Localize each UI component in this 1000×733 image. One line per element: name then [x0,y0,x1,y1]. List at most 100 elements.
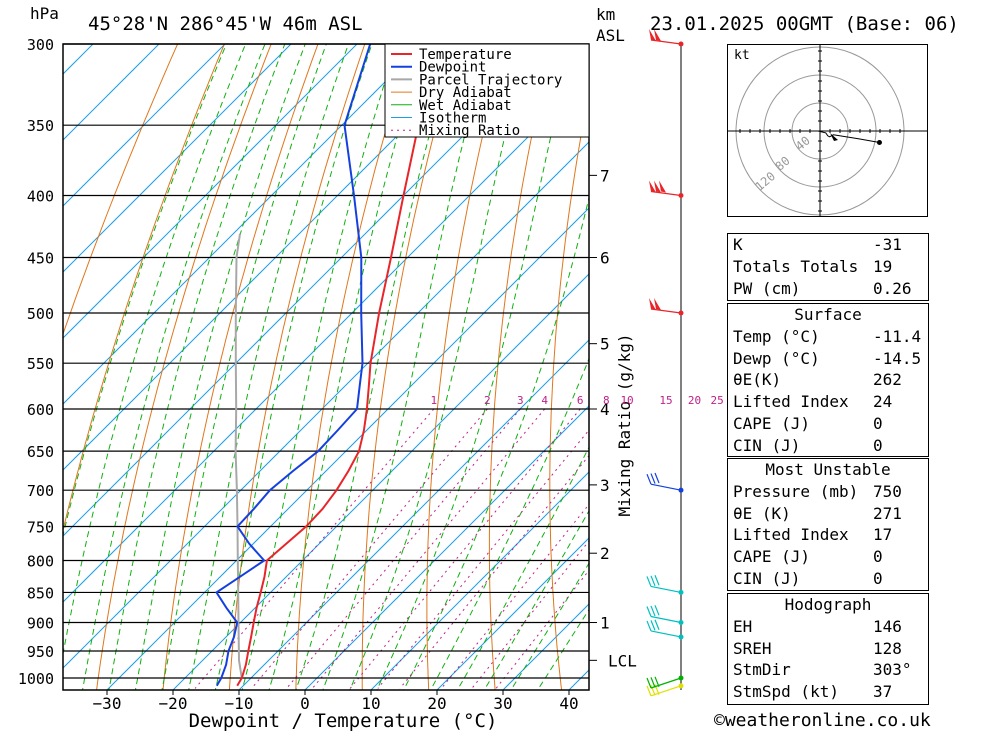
isotherm-line [63,44,424,405]
mixing-ratio-axis-label: Mixing Ratio (g/kg) [615,333,634,516]
height-tick-label: LCL [608,651,637,670]
mu-cape-row: CAPE (J) 0 [733,547,883,567]
height-tick-label: 2 [600,544,610,563]
credit-text: ©weatheronline.co.uk [714,710,931,731]
surface-temp-row: Temp (°C) -11.4 [733,326,922,346]
mixing-ratio-label: 6 [577,394,584,407]
mixing-ratio-label: 25 [711,394,724,407]
wet-adiabat-line [268,44,425,690]
mu-pressure-row: Pressure (mb) 750 [733,481,902,501]
wet-adiabat-line [241,44,398,690]
pressure-tick-label: 1000 [18,670,54,688]
plot-frame [62,43,590,691]
hodograph-stats-title: Hodograph [784,595,872,614]
wind-barb-feather [654,472,660,484]
surface-cape-row: CAPE (J) 0 [733,413,883,433]
wet-adiabat-line [376,44,573,690]
surface-thetae-row: θE(K) 262 [733,370,902,390]
hodograph-unit-label: kt [734,48,750,63]
wind-barb-staff [650,685,682,697]
isotherm-line [172,273,589,690]
height-unit-asl: ASL [596,26,625,45]
wind-barb-staff [650,677,682,689]
wind-barb-pennant [649,180,656,193]
wind-barb-feather [650,620,656,631]
isotherm-line [63,44,556,537]
hodograph-stats-panel: Hodograph EH 146 SREH 128 StmDir 303° StmSp… [727,593,929,705]
mixing-ratio-label: 2 [484,394,491,407]
background-grid [63,44,589,690]
surface-lifted-index-row: Lifted Index 24 [733,392,893,412]
temperature-tick-label: 0 [300,694,310,713]
wind-barb-staff [650,630,682,638]
height-tick-label: 5 [600,335,610,354]
wind-barb-staff [650,308,682,314]
wind-barb-feather [646,620,652,632]
mu-cin-row: CIN (J) 0 [733,568,883,588]
legend-entry: Mixing Ratio [419,123,520,139]
temperature-tick-label: −30 [93,694,122,713]
dry-adiabat-line [63,44,179,336]
isotherm-line [304,405,589,690]
dry-adiabat-line [162,44,319,690]
wind-barb-feather [646,576,652,587]
isotherm-line [63,44,358,339]
height-unit-km: km [596,5,615,24]
hodograph-end-dot [876,140,882,146]
isotherm-line [63,44,226,207]
isotherm-line [63,141,589,669]
pressure-tick-label: 500 [27,305,54,323]
wind-barb-feather [646,685,652,697]
pressure-tick-label: 950 [27,643,54,661]
wind-barb-feather [654,605,660,616]
wind-barb-staff [650,190,682,197]
pressure-tick-label: 850 [27,584,54,602]
legend-entry: Wet Adiabat [419,98,512,114]
isotherm-line [238,339,589,690]
height-tick-label: 1 [600,614,610,633]
index-row-k: K -31 [733,235,902,254]
wind-barbs [646,29,684,697]
dry-adiabat-line [361,44,459,690]
isotherm-line [106,207,589,690]
pressure-tick-label: 300 [27,36,54,54]
wet-adiabat-line [295,44,456,690]
surface-cin-row: CIN (J) 0 [733,435,883,455]
most-unstable-panel: Most Unstable Pressure (mb) 750 θE (K) 271… [727,458,929,591]
legend-entry: Isotherm [419,111,486,127]
pressure-tick-label: 450 [27,250,54,268]
isotherm-line [370,471,589,690]
wet-adiabat-line [430,357,589,690]
index-row-pw: PW (cm) 0.26 [733,278,912,298]
pressure-tick-label: 400 [27,187,54,205]
dry-adiabat-line [488,44,553,690]
series-parcel-trajectory [234,233,243,679]
legend-entry: Dry Adiabat [419,85,512,101]
pressure-tick-label: 700 [27,482,54,500]
height-tick-label: 3 [600,476,610,495]
pressure-tick-label: 600 [27,401,54,419]
temperature-tick-label: 40 [559,694,578,713]
height-tick-label: 6 [600,249,610,268]
wet-adiabat-line [82,44,266,690]
mixing-ratio-label: 4 [541,394,548,407]
x-axis-label: Dewpoint / Temperature (°C) [189,710,498,732]
hodo-eh-row: EH 146 [733,616,902,636]
isotherm-line [63,44,490,471]
legend-entry: Parcel Trajectory [419,72,562,88]
mixing-ratio-label: 10 [620,394,633,407]
wind-barb-pennant [654,297,661,310]
wind-barb-pennant [649,29,656,41]
wind-barb-pennant [659,180,666,193]
hodograph-ring-label: 80 [773,154,793,174]
hodo-stmspd-row: StmSpd (kt) 37 [733,682,893,702]
isobar-lines [63,43,589,679]
height-tick-label: 4 [600,400,610,419]
wind-barb-feather [654,619,660,630]
isotherm-line [63,44,160,141]
storm-motion-marker [830,133,838,141]
mixing-ratio-label: 20 [688,394,701,407]
wind-barb-feather [646,473,652,485]
pressure-tick-label: 800 [27,552,54,570]
mixing-ratio-label: 15 [659,394,672,407]
